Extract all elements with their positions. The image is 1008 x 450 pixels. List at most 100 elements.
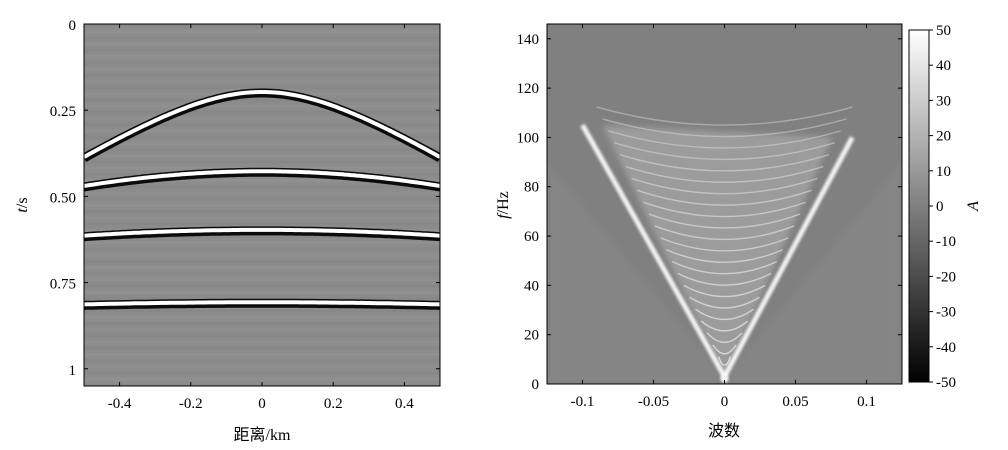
- noise-band: [84, 352, 440, 356]
- noise-band: [84, 253, 440, 257]
- seismic-y-axis-unit: /s: [14, 197, 31, 208]
- x-tick-label: -0.05: [638, 394, 669, 410]
- fk-arc: [596, 106, 853, 126]
- noise-band: [84, 160, 440, 164]
- fk-faint-energy: [547, 162, 902, 384]
- colorbar-tick-label: -20: [936, 269, 956, 285]
- noise-band: [84, 30, 440, 34]
- y-tick-label: 0: [69, 18, 77, 34]
- noise-band: [84, 315, 440, 319]
- noise-band: [84, 222, 440, 226]
- x-tick-label: 0.2: [324, 396, 343, 412]
- noise-band: [84, 259, 440, 263]
- fk-arc: [689, 296, 760, 309]
- colorbar-tick-label: -30: [936, 305, 956, 321]
- noise-band: [84, 365, 440, 369]
- y-tick-label: 140: [517, 32, 540, 48]
- reflection-event-peak: [84, 227, 440, 238]
- fk-arc: [712, 344, 737, 355]
- noise-band: [84, 79, 440, 83]
- noise-band: [84, 203, 440, 207]
- fk-arc: [660, 237, 789, 252]
- fk-arc: [637, 189, 812, 206]
- noise-band: [84, 309, 440, 313]
- fk-v-left-edge: [580, 123, 727, 378]
- y-tick-label: 0.25: [50, 104, 76, 120]
- colorbar: 50 40 30 20 10 0 -10 -20 -30 -40 -50 A: [908, 23, 982, 391]
- colorbar-tick-label: 10: [936, 164, 951, 180]
- noise-band: [84, 297, 440, 301]
- noise-band: [84, 117, 440, 121]
- noise-band: [84, 278, 440, 282]
- y-tick-label: 0.50: [50, 190, 76, 206]
- noise-band: [84, 390, 440, 393]
- fk-y-axis-label: f/Hz: [495, 191, 512, 219]
- noise-band: [84, 129, 440, 133]
- noise-band: [84, 110, 440, 114]
- noise-band: [84, 290, 440, 294]
- reflection-event-peak: [84, 300, 440, 307]
- noise-band: [84, 241, 440, 245]
- fk-spectrum-energy: [547, 106, 902, 384]
- colorbar-tick-label: -10: [936, 234, 956, 250]
- colorbar-tick-label: -50: [936, 375, 956, 391]
- noise-band: [84, 141, 440, 145]
- y-tick-label: 0: [532, 377, 540, 393]
- colorbar-tick-label: 50: [936, 23, 951, 39]
- seismic-y-axis-symbol: t: [14, 208, 31, 213]
- seismic-y-ticks: 0 0.25 0.50 0.75 1: [50, 18, 440, 379]
- fk-arc: [671, 260, 778, 275]
- fk-apex: [720, 374, 729, 383]
- colorbar-tick-label: 0: [936, 199, 944, 215]
- noise-band: [84, 216, 440, 220]
- fk-arc: [700, 320, 749, 332]
- colorbar-tick-label: 30: [936, 93, 951, 109]
- noise-band: [84, 328, 440, 332]
- fk-arc: [625, 165, 824, 183]
- seismic-gather-panel: -0.4 -0.2 0 0.2 0.4 0 0.25 0.50 0.75 1 距离/km t/s: [14, 18, 441, 444]
- noise-band: [84, 67, 440, 71]
- fk-arc: [718, 356, 731, 366]
- fk-arc: [654, 225, 795, 241]
- x-tick-label: -0.4: [108, 396, 132, 412]
- noise-band: [84, 61, 440, 65]
- colorbar-ticks: 50 40 30 20 10 0 -10 -20 -30 -40 -50: [929, 23, 956, 391]
- y-tick-label: 20: [524, 328, 539, 344]
- noise-band: [84, 98, 440, 102]
- noise-band: [84, 148, 440, 152]
- colorbar-label: A: [965, 201, 982, 212]
- x-tick-label: 0.4: [395, 396, 414, 412]
- fk-x-axis-label: 波数: [708, 422, 740, 440]
- fk-arc: [695, 308, 754, 321]
- noise-band: [84, 197, 440, 201]
- noise-band: [84, 86, 440, 90]
- noise-band: [84, 359, 440, 363]
- seismic-x-axis-label: 距离/km: [234, 426, 291, 444]
- colorbar-tick-label: 40: [936, 58, 951, 74]
- noise-band: [84, 73, 440, 77]
- seismic-x-ticks: -0.4 -0.2 0 0.2 0.4: [108, 24, 414, 412]
- y-tick-label: 1: [69, 363, 77, 379]
- noise-band: [84, 321, 440, 325]
- x-tick-label: -0.1: [571, 394, 595, 410]
- reflection-events: [84, 24, 440, 393]
- noise-band: [84, 179, 440, 183]
- noise-band: [84, 371, 440, 375]
- noise-band: [84, 48, 440, 52]
- y-tick-label: 100: [517, 130, 540, 146]
- fk-x-ticks: -0.1 -0.05 0 0.05 0.1: [571, 24, 876, 410]
- fk-y-ticks: 0 20 40 60 80 100 120 140: [517, 32, 902, 393]
- noise-band: [84, 210, 440, 214]
- noise-band: [84, 42, 440, 46]
- noise-band: [84, 104, 440, 108]
- noise-band: [84, 36, 440, 40]
- fk-arc: [666, 249, 783, 263]
- x-tick-label: 0.05: [782, 394, 808, 410]
- colorbar-tick-label: -40: [936, 340, 956, 356]
- fk-arc: [648, 213, 801, 229]
- x-tick-label: 0.1: [857, 394, 876, 410]
- noise-band: [84, 346, 440, 350]
- noise-band: [84, 234, 440, 238]
- y-tick-label: 80: [524, 180, 539, 196]
